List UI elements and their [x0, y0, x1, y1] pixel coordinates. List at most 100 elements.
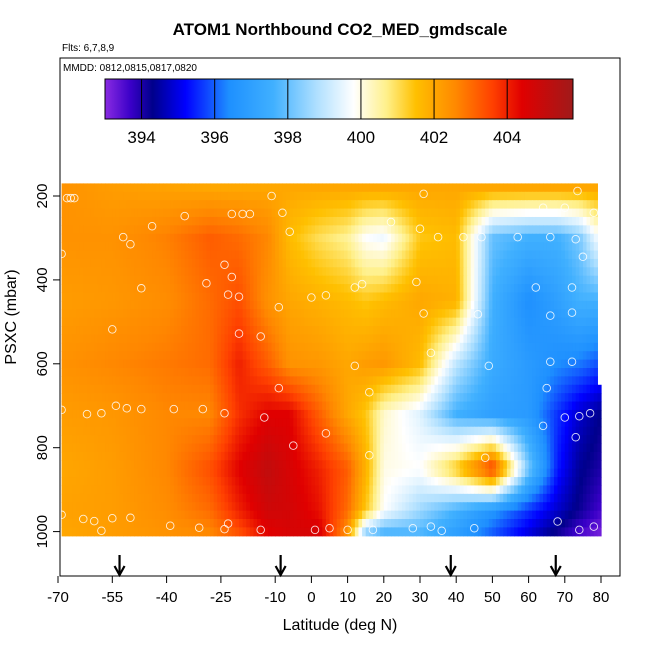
heatmap-cell [199, 208, 204, 218]
heatmap-cell [467, 216, 472, 226]
heatmap-cell [166, 368, 171, 377]
heatmap-cell [119, 292, 124, 302]
heatmap-cell [463, 426, 468, 436]
heatmap-cell [282, 275, 287, 285]
heatmap-cell [448, 317, 454, 327]
heatmap-cell [532, 426, 537, 436]
heatmap-cell [582, 418, 588, 428]
heatmap-cell [376, 342, 381, 352]
heatmap-cell [318, 292, 323, 302]
heatmap-cell [503, 326, 508, 336]
heatmap-cell [387, 393, 392, 403]
heatmap-cell [177, 250, 182, 260]
heatmap-cell [517, 317, 522, 327]
heatmap-cell [564, 242, 570, 252]
heatmap-cell [517, 267, 522, 277]
heatmap-cell [420, 384, 425, 394]
heatmap-cell [101, 368, 106, 377]
heatmap-cell [506, 233, 512, 243]
heatmap-cell [90, 368, 95, 377]
heatmap-cell [184, 359, 189, 369]
heatmap-cell [369, 183, 374, 193]
heatmap-cell [195, 317, 200, 327]
heatmap-cell [456, 242, 461, 252]
heatmap-cell [293, 359, 298, 369]
heatmap-cell [318, 258, 323, 268]
heatmap-cell [329, 359, 334, 369]
heatmap-cell [108, 284, 113, 294]
heatmap-cell [514, 384, 519, 394]
heatmap-cell [557, 435, 562, 445]
heatmap-cell [358, 258, 363, 268]
heatmap-cell [448, 451, 454, 461]
heatmap-cell [485, 284, 490, 294]
heatmap-cell [220, 300, 226, 310]
heatmap-cell [546, 242, 551, 252]
heatmap-cell [278, 267, 284, 277]
heatmap-cell [271, 443, 276, 453]
heatmap-cell [391, 384, 396, 394]
heatmap-cell [300, 443, 305, 453]
heatmap-cell [423, 208, 428, 218]
heatmap-cell [94, 393, 99, 403]
heatmap-cell [191, 401, 197, 411]
heatmap-cell [282, 191, 287, 201]
heatmap-cell [144, 284, 150, 294]
heatmap-cell [546, 384, 551, 394]
heatmap-cell [202, 334, 208, 344]
heatmap-cell [579, 351, 584, 361]
heatmap-cell [492, 359, 497, 369]
heatmap-cell [358, 342, 363, 352]
heatmap-cell [152, 191, 157, 201]
heatmap-cell [322, 460, 327, 470]
heatmap-cell [463, 250, 468, 260]
heatmap-cell [220, 191, 226, 201]
heatmap-cell [528, 267, 533, 277]
heatmap-cell [474, 292, 479, 302]
heatmap-cell [351, 275, 356, 285]
heatmap-cell [561, 258, 566, 268]
heatmap-cell [510, 409, 515, 419]
heatmap-cell [528, 242, 533, 252]
heatmap-cell [253, 267, 258, 277]
heatmap-cell [492, 426, 497, 436]
heatmap-cell [456, 216, 461, 226]
heatmap-cell [575, 216, 580, 226]
heatmap-cell [112, 183, 117, 193]
heatmap-cell [97, 451, 103, 461]
heatmap-cell [347, 191, 352, 201]
heatmap-cell [481, 233, 486, 243]
heatmap-cell [126, 275, 131, 285]
heatmap-cell [503, 208, 508, 218]
heatmap-cell [572, 418, 577, 428]
heatmap-cell [593, 334, 598, 344]
heatmap-cell [202, 359, 208, 369]
heatmap-cell [115, 351, 121, 361]
heatmap-cell [474, 401, 479, 411]
heatmap-cell [387, 426, 392, 436]
heatmap-cell [590, 225, 595, 235]
heatmap-cell [184, 242, 189, 252]
heatmap-cell [485, 368, 490, 377]
heatmap-cell [130, 183, 135, 193]
heatmap-cell [173, 334, 179, 344]
heatmap-cell [315, 216, 320, 226]
heatmap-cell [391, 326, 396, 336]
heatmap-cell [162, 317, 168, 327]
heatmap-cell [300, 451, 305, 461]
heatmap-cell [275, 418, 280, 428]
heatmap-cell [325, 191, 331, 201]
heatmap-cell [282, 426, 287, 436]
heatmap-cell [543, 393, 548, 403]
heatmap-cell [79, 351, 84, 361]
heatmap-cell [543, 292, 548, 302]
heatmap-cell [438, 200, 443, 210]
heatmap-cell [543, 426, 548, 436]
heatmap-cell [409, 191, 414, 201]
heatmap-cell [398, 368, 403, 377]
heatmap-cell [253, 284, 258, 294]
heatmap-cell [593, 359, 598, 369]
heatmap-cell [304, 200, 309, 210]
heatmap-cell [496, 351, 501, 361]
heatmap-cell [561, 200, 566, 210]
